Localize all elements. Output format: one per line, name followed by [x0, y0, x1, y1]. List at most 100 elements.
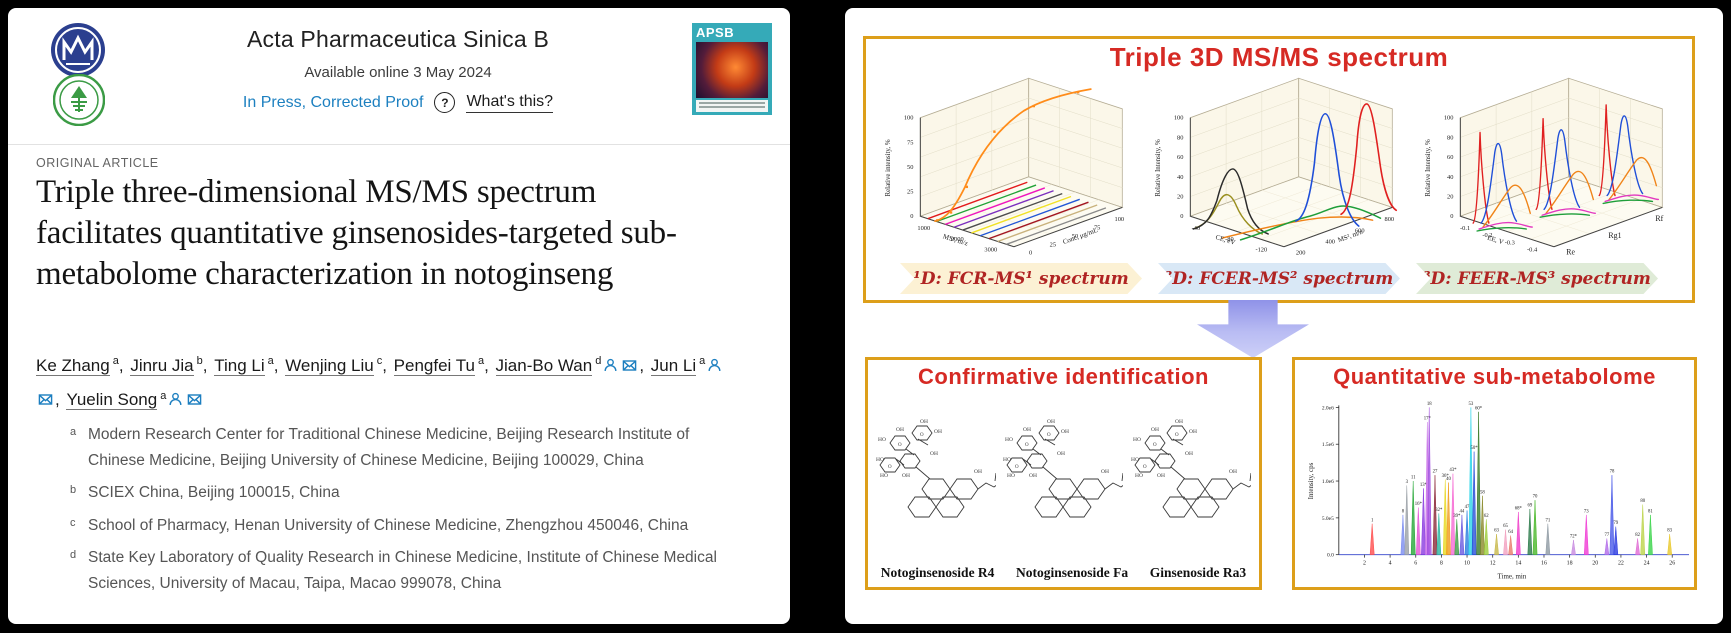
calibration-curve	[934, 88, 1092, 223]
tick-label: -0.2	[1482, 232, 1492, 239]
tick-label: 1.0e6	[1322, 479, 1334, 485]
peak-label: 16*	[1415, 502, 1423, 507]
chromatogram-peak	[1604, 538, 1610, 555]
chrom-y-axis-title: Intensity, cps	[1307, 462, 1315, 499]
quantitative-box: Quantitative sub-metabolome 2.0e6 1.5e6 1.…	[1292, 357, 1697, 590]
affiliation-sup: b	[70, 484, 77, 497]
plot-frame: 0 20 40 60 80 100 -0.1 -0.2 -0.3 -0.4 Re Rg1 Rf	[1444, 77, 1664, 257]
quantitative-title: Quantitative sub-metabolome	[1333, 364, 1656, 389]
peak-label: 36*	[1442, 474, 1450, 479]
affiliation-item: c School of Pharmacy, Henan University o…	[70, 513, 730, 539]
person-icon[interactable]	[707, 358, 722, 373]
tick-label: 0	[1180, 213, 1183, 220]
compound-labels: Notoginsenoside R4 Notoginsenoside Fa Gi…	[870, 565, 1257, 581]
author-affiliation-sup: c	[376, 355, 383, 367]
chemical-structures	[872, 396, 1255, 554]
tick-label: 100	[1174, 115, 1184, 122]
author-link[interactable]: Jinru Jia	[130, 355, 194, 376]
chromatogram-peak	[1432, 475, 1438, 555]
peak-label: 50*	[1471, 446, 1479, 451]
peak-label: 39*	[1453, 514, 1461, 519]
x2-axis-title: MS², m/z	[1337, 229, 1364, 244]
envelope-icon[interactable]	[622, 358, 637, 373]
author-separator: ,	[639, 355, 649, 375]
author: Yuelin Song a	[66, 390, 204, 411]
author-link[interactable]: Pengfei Tu	[393, 355, 475, 376]
author: Jian-Bo Wan d,	[495, 355, 651, 376]
author-affiliation-sup: d	[595, 355, 602, 367]
tick-label: 20	[1592, 561, 1598, 567]
plot-fcr-ms1: 0 25 50 75 100 1000 2000 3000 0 25 50 75 100 Relativ…	[885, 77, 1124, 257]
tick-label: 0	[1450, 213, 1453, 220]
article-type-label: ORIGINAL ARTICLE	[36, 156, 159, 170]
question-icon[interactable]: ?	[434, 92, 456, 113]
tick-label: 6	[1414, 561, 1417, 567]
tick-label: 22	[1618, 561, 1624, 567]
chromatogram-peak	[1446, 482, 1451, 555]
chromatogram-peak	[1640, 504, 1646, 555]
y-axis-title: Relative Intensity, %	[1425, 139, 1432, 197]
3d-plots-row: 0 25 50 75 100 1000 2000 3000 0 25 50 75 100 Relativ…	[876, 71, 1682, 259]
author: Jinru Jia b,	[130, 355, 214, 376]
author-list: Ke Zhang a, Jinru Jia b, Ting Li a, Wenjing…	[36, 346, 736, 415]
peak-label: 83	[1667, 529, 1672, 534]
author-link[interactable]: Yuelin Song	[66, 390, 158, 411]
author: Pengfei Tu a,	[393, 355, 496, 376]
affiliation-list: a Modern Research Center for Traditional…	[70, 422, 730, 603]
ce-curve-green	[1239, 205, 1382, 241]
confirmative-box: Confirmative identification Notoginsenos…	[865, 357, 1262, 590]
header-divider	[8, 144, 790, 145]
tick-label: 25	[907, 189, 913, 196]
y-axis-title: Relative Intensity, %	[1155, 139, 1162, 197]
peak-label: 72*	[1570, 534, 1578, 539]
journal-cover-thumbnail[interactable]: APSB	[692, 23, 772, 115]
affiliation-text: School of Pharmacy, Henan University of …	[88, 516, 689, 534]
cover-footer	[696, 100, 768, 112]
journal-header: Acta Pharmaceutica Sinica B Available on…	[138, 26, 658, 113]
tick-label: 800	[1385, 216, 1395, 223]
peak-label: 18	[1427, 402, 1432, 407]
chromatogram-peak	[1400, 514, 1406, 555]
curve-markers	[936, 91, 1080, 222]
author-affiliation-sup: a	[477, 355, 485, 367]
whats-this-link[interactable]: What's this?	[466, 93, 554, 113]
author-link[interactable]: Jun Li	[650, 355, 697, 376]
tick-label: 80	[1447, 134, 1453, 141]
envelope-icon[interactable]	[187, 392, 202, 407]
author-link[interactable]: Jian-Bo Wan	[495, 355, 593, 376]
tick-label: 80	[1177, 134, 1183, 141]
tick-label: 2.0e6	[1322, 405, 1334, 411]
envelope-icon[interactable]	[38, 392, 53, 407]
author-link[interactable]: Ke Zhang	[36, 355, 110, 376]
journal-title[interactable]: Acta Pharmaceutica Sinica B	[247, 26, 549, 52]
chromatogram-peak	[1545, 523, 1551, 555]
peak-label: 70	[1533, 495, 1538, 500]
author-link[interactable]: Wenjing Liu	[285, 355, 374, 376]
compound-label: Notoginsenoside R4	[880, 565, 995, 580]
chromatogram-peak	[1421, 488, 1426, 555]
tick-label: 60	[1447, 154, 1453, 161]
tick-label: 200	[1296, 250, 1306, 257]
chromatogram-peak	[1503, 529, 1508, 555]
author-link[interactable]: Ting Li	[214, 355, 265, 376]
peak-label: 82	[1635, 533, 1640, 538]
chromatogram-peak	[1667, 534, 1673, 555]
tick-label: Re	[1566, 248, 1575, 257]
author-separator: ,	[382, 355, 392, 375]
person-icon[interactable]	[168, 392, 183, 407]
affiliation-item: d State Key Laboratory of Quality Resear…	[70, 545, 730, 596]
author-affiliation-sup: a	[112, 355, 119, 367]
ce-curve-blue	[1294, 112, 1360, 227]
graphical-abstract-panel[interactable]: Triple 3D MS/MS spectrum 0 25 50 75 100 1000 2…	[845, 8, 1723, 624]
affiliation-text: State Key Laboratory of Quality Research…	[88, 549, 717, 592]
university-logo-green	[52, 73, 106, 127]
feer-cluster-rg1	[1535, 118, 1596, 218]
feer-cluster-rf	[1598, 104, 1660, 205]
person-icon[interactable]	[603, 358, 618, 373]
peak-label: 79	[1613, 521, 1618, 526]
confirmative-title: Confirmative identification	[918, 364, 1209, 389]
banner-1d-label: ¹D: FCR-MS¹ spectrum	[913, 268, 1129, 289]
chromatogram-peak	[1459, 514, 1465, 555]
